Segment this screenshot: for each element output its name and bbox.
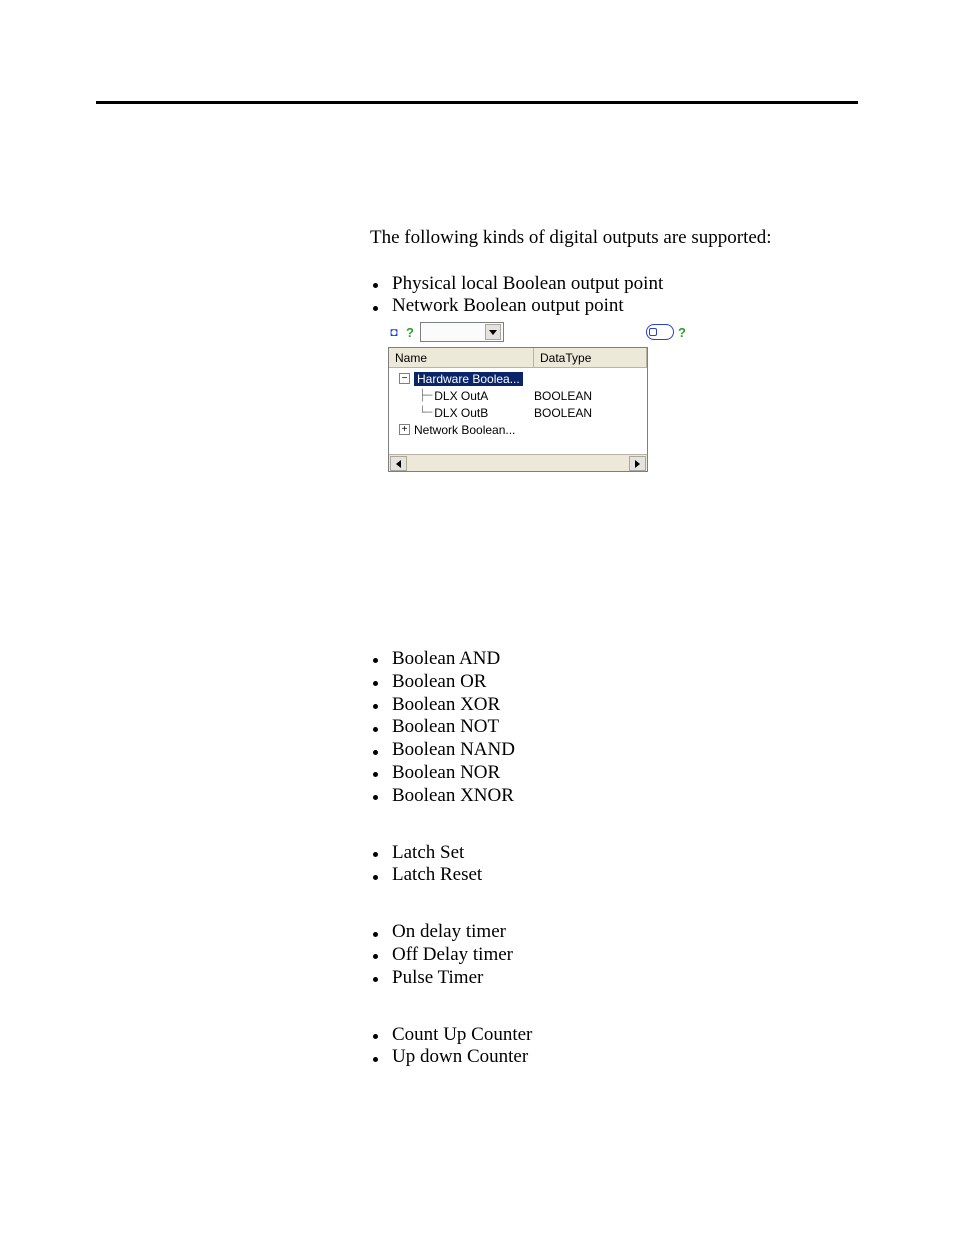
boolean-ops-list: Boolean AND Boolean OR Boolean XOR Boole… [370, 648, 890, 808]
dialog-toolbar: ◘ ? ? [388, 321, 686, 343]
list-item: Network Boolean output point [370, 295, 890, 318]
list-item: Boolean AND [370, 648, 890, 671]
list-item: Boolean XOR [370, 694, 890, 717]
list-item: Count Up Counter [370, 1024, 890, 1047]
tree-node-hardware[interactable]: Hardware Boolea... [399, 370, 647, 387]
output-types-list: Physical local Boolean output point Netw… [370, 273, 890, 319]
tree-panel: Name DataType Hardware Boolea... ├─ DLX … [388, 347, 648, 472]
tree-view: Hardware Boolea... ├─ DLX OutA BOOLEAN └… [389, 368, 647, 454]
list-item: Pulse Timer [370, 967, 890, 990]
tree-connector-icon: ├─ [419, 389, 432, 402]
scroll-track[interactable] [408, 455, 628, 471]
column-headers: Name DataType [389, 348, 647, 368]
list-item: Boolean NAND [370, 739, 890, 762]
tree-node-label: Hardware Boolea... [414, 372, 523, 386]
legend-icon [646, 324, 674, 340]
list-item: Up down Counter [370, 1046, 890, 1069]
help-icon[interactable]: ? [406, 325, 414, 340]
list-item: Latch Set [370, 842, 890, 865]
timer-list: On delay timer Off Delay timer Pulse Tim… [370, 921, 890, 989]
lower-text-block: Boolean AND Boolean OR Boolean XOR Boole… [370, 648, 890, 1087]
chevron-down-icon[interactable] [485, 324, 501, 340]
collapse-icon[interactable] [399, 373, 410, 384]
tree-leaf-datatype: BOOLEAN [534, 406, 647, 420]
latch-list: Latch Set Latch Reset [370, 842, 890, 888]
tree-leaf-label: DLX OutA [434, 389, 488, 403]
counter-list: Count Up Counter Up down Counter [370, 1024, 890, 1070]
list-item: Boolean NOR [370, 762, 890, 785]
list-item: Physical local Boolean output point [370, 273, 890, 296]
tree-node-network[interactable]: Network Boolean... [399, 421, 647, 438]
expand-icon[interactable] [399, 424, 410, 435]
upper-text-block: The following kinds of digital outputs a… [370, 226, 890, 336]
filter-dropdown[interactable] [420, 322, 504, 342]
list-item: Boolean OR [370, 671, 890, 694]
horizontal-scrollbar[interactable] [389, 454, 647, 471]
tree-connector-icon: └─ [419, 406, 432, 419]
list-item: Latch Reset [370, 864, 890, 887]
column-header-name[interactable]: Name [389, 348, 534, 367]
intro-text: The following kinds of digital outputs a… [370, 226, 890, 251]
list-item: Boolean XNOR [370, 785, 890, 808]
tree-leaf-label: DLX OutB [434, 406, 488, 420]
tree-leaf[interactable]: └─ DLX OutB BOOLEAN [399, 404, 647, 421]
scroll-right-icon[interactable] [629, 456, 646, 471]
list-item: Off Delay timer [370, 944, 890, 967]
header-rule [96, 101, 858, 104]
tree-leaf-datatype: BOOLEAN [534, 389, 647, 403]
column-header-datatype[interactable]: DataType [534, 348, 647, 367]
list-item: On delay timer [370, 921, 890, 944]
help-icon[interactable]: ? [678, 325, 686, 340]
point-browser-dialog: ◘ ? ? Name DataType Hardware Boolea... [388, 321, 686, 472]
tree-leaf[interactable]: ├─ DLX OutA BOOLEAN [399, 387, 647, 404]
list-item: Boolean NOT [370, 716, 890, 739]
tree-node-label: Network Boolean... [414, 423, 515, 437]
scroll-left-icon[interactable] [390, 456, 407, 471]
pin-icon: ◘ [388, 325, 400, 339]
